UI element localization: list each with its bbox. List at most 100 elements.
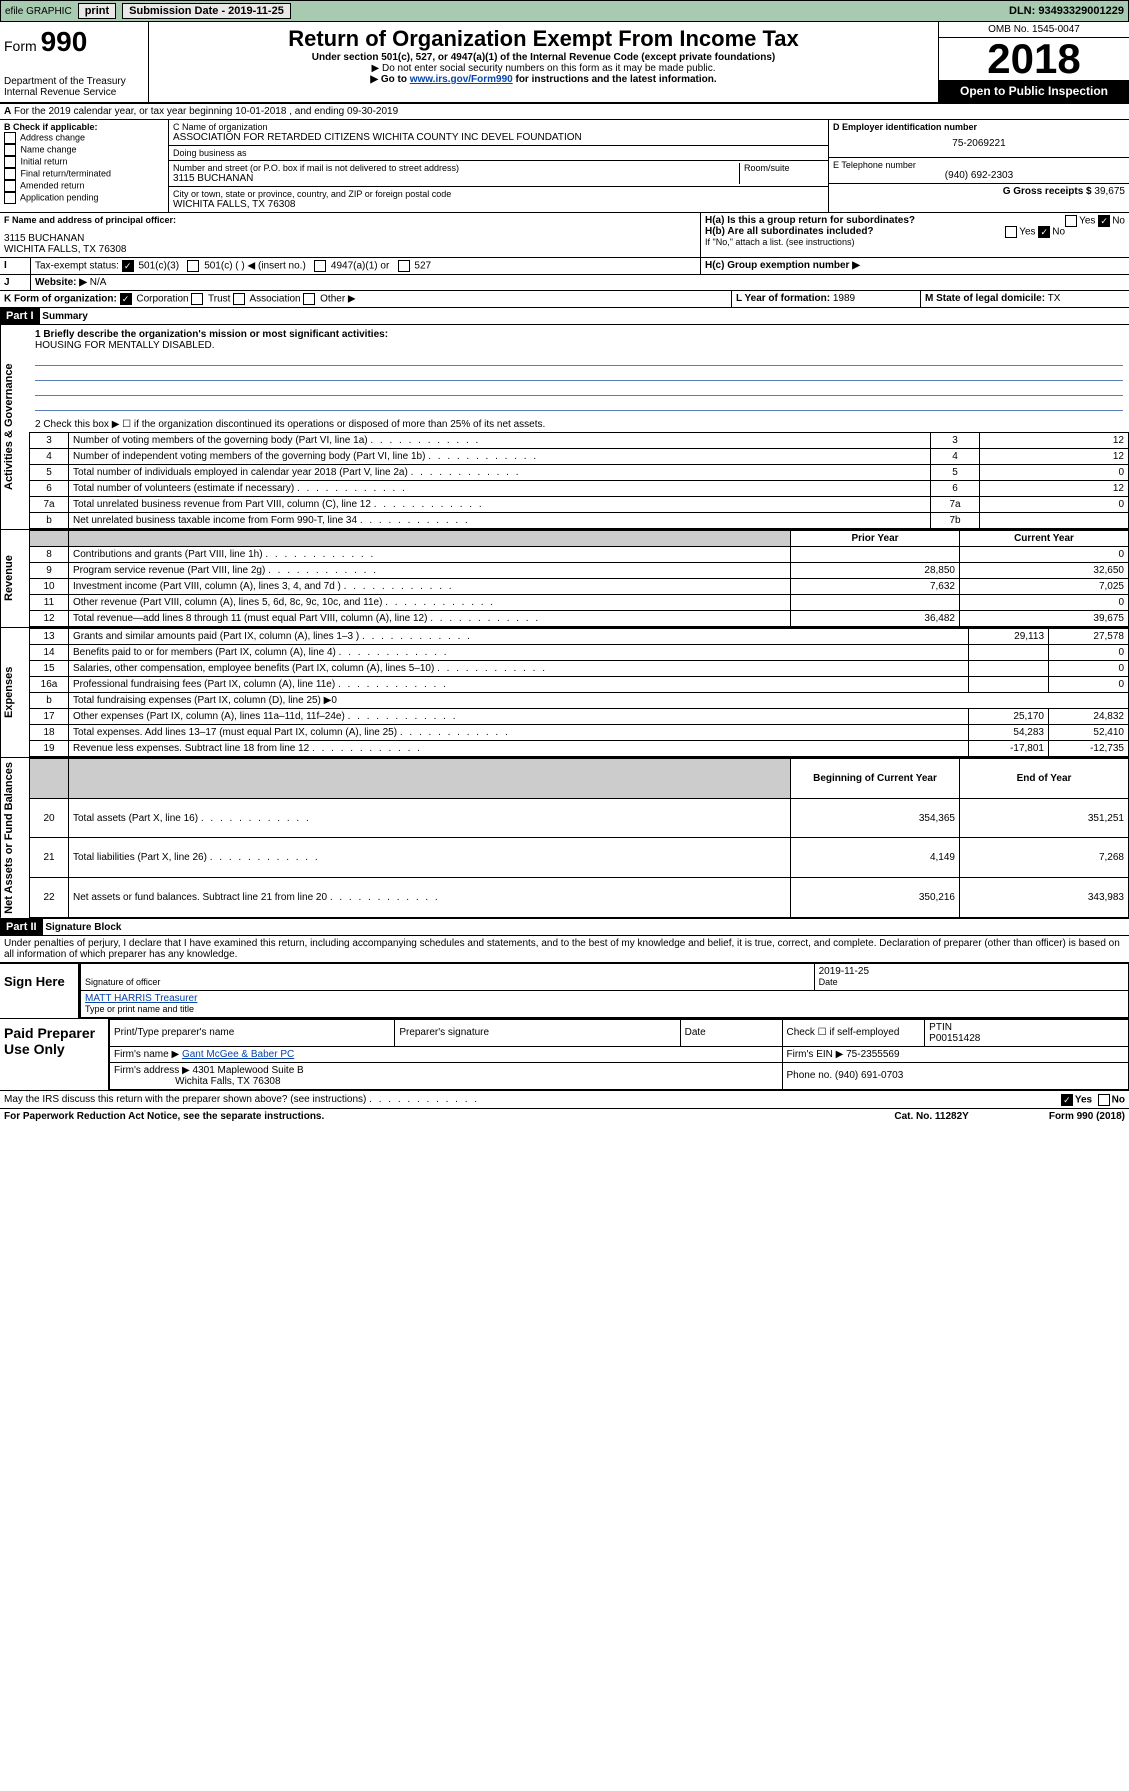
- discuss-q: May the IRS discuss this return with the…: [4, 1094, 366, 1105]
- f-line2: WICHITA FALLS, TX 76308: [4, 244, 696, 255]
- row-fh: F Name and address of principal officer:…: [0, 213, 1129, 258]
- i-501c-chk[interactable]: [187, 260, 199, 272]
- p-name-lbl: Print/Type preparer's name: [110, 1019, 395, 1046]
- faddr-lbl: Firm's address ▶: [114, 1065, 190, 1076]
- hb-no-chk[interactable]: ✓: [1038, 226, 1050, 238]
- phone-lbl: Phone no.: [787, 1070, 833, 1081]
- i-lbl: Tax-exempt status:: [35, 261, 119, 272]
- k-trust-chk[interactable]: [191, 293, 203, 305]
- sign-here-block: Sign Here Signature of officer 2019-11-2…: [0, 962, 1129, 1018]
- b-item[interactable]: Final return/terminated: [4, 168, 164, 180]
- subdate-button[interactable]: Submission Date - 2019-11-25: [122, 3, 291, 19]
- section-a-text: For the 2019 calendar year, or tax year …: [14, 106, 398, 117]
- topbar: efile GRAPHIC print Submission Date - 20…: [0, 0, 1129, 22]
- j-lbl: Website: ▶: [35, 277, 87, 288]
- hb-lbl: H(b) Are all subordinates included?: [705, 226, 874, 237]
- efile-label: efile GRAPHIC: [5, 6, 72, 17]
- row-j: J Website: ▶ N/A: [0, 275, 1129, 291]
- sig-date-lbl: Date: [819, 977, 838, 987]
- form-number: 990: [41, 26, 88, 57]
- d-lbl: D Employer identification number: [833, 122, 1125, 132]
- c-dba-lbl: Doing business as: [173, 148, 824, 158]
- i-527-chk[interactable]: [398, 260, 410, 272]
- foot-r: Form 990 (2018): [1049, 1111, 1125, 1122]
- sub3-post: for instructions and the latest informat…: [513, 74, 717, 85]
- d-val: 75-2069221: [833, 132, 1125, 155]
- section-a: A For the 2019 calendar year, or tax yea…: [0, 104, 1129, 120]
- sig-date: 2019-11-25: [819, 966, 869, 977]
- side-netassets: Net Assets or Fund Balances: [0, 758, 29, 918]
- hb-yes-chk[interactable]: [1005, 226, 1017, 238]
- row-i: I Tax-exempt status: ✓ 501(c)(3) 501(c) …: [0, 258, 1129, 275]
- hc-lbl: H(c) Group exemption number ▶: [705, 260, 860, 271]
- b-item[interactable]: Initial return: [4, 156, 164, 168]
- ptin-lbl: PTIN: [929, 1022, 952, 1033]
- b-item[interactable]: Name change: [4, 144, 164, 156]
- row-klm: K Form of organization: ✓ Corporation Tr…: [0, 291, 1129, 308]
- open-public-badge: Open to Public Inspection: [939, 80, 1129, 102]
- m-val: TX: [1048, 293, 1061, 304]
- i-4947-chk[interactable]: [314, 260, 326, 272]
- instructions-link[interactable]: www.irs.gov/Form990: [410, 74, 513, 85]
- sub3-pre: ▶ Go to: [370, 74, 409, 85]
- p-chk: Check ☐ if self-employed: [782, 1019, 925, 1046]
- sig-officer-lbl: Signature of officer: [85, 977, 160, 987]
- e-lbl: E Telephone number: [833, 160, 1125, 170]
- l-lbl: L Year of formation:: [736, 293, 830, 304]
- b-item[interactable]: Amended return: [4, 180, 164, 192]
- l-val: 1989: [833, 293, 855, 304]
- ein-lbl: Firm's EIN ▶: [787, 1049, 844, 1060]
- irs-label: Internal Revenue Service: [4, 87, 144, 98]
- discuss-yes-chk[interactable]: ✓: [1061, 1094, 1073, 1106]
- print-button[interactable]: print: [78, 3, 116, 19]
- c-name-lbl: C Name of organization: [173, 122, 824, 132]
- form-prefix: Form: [4, 38, 37, 54]
- discuss-no-chk[interactable]: [1098, 1094, 1110, 1106]
- b-item[interactable]: Application pending: [4, 192, 164, 204]
- side-governance: Activities & Governance: [0, 325, 29, 529]
- side-expenses: Expenses: [0, 628, 29, 757]
- c-name: ASSOCIATION FOR RETARDED CITIZENS WICHIT…: [173, 132, 824, 143]
- c-addr: 3115 BUCHANAN: [173, 173, 739, 184]
- ptin: P00151428: [929, 1033, 980, 1044]
- k-other-chk[interactable]: [303, 293, 315, 305]
- b-header: B Check if applicable:: [4, 122, 164, 132]
- sign-here-lbl: Sign Here: [0, 964, 80, 1018]
- c-room-lbl: Room/suite: [739, 163, 824, 184]
- b-item[interactable]: Address change: [4, 132, 164, 144]
- revenue-table: Prior YearCurrent Year8Contributions and…: [29, 530, 1129, 627]
- j-val: N/A: [90, 277, 107, 288]
- f-line1: 3115 BUCHANAN: [4, 233, 696, 244]
- faddr1: 4301 Maplewood Suite B: [193, 1065, 304, 1076]
- i-501c3-chk[interactable]: ✓: [122, 260, 134, 272]
- firm-lbl: Firm's name ▶: [114, 1049, 179, 1060]
- mission: HOUSING FOR MENTALLY DISABLED.: [35, 340, 214, 351]
- phone: (940) 691-0703: [835, 1070, 903, 1081]
- side-revenue: Revenue: [0, 530, 29, 627]
- name-lbl: Type or print name and title: [85, 1004, 194, 1014]
- ha-yes-chk[interactable]: [1065, 215, 1077, 227]
- firm-link[interactable]: Gant McGee & Baber PC: [182, 1049, 294, 1060]
- e-val: (940) 692-2303: [833, 170, 1125, 181]
- ein: 75-2355569: [846, 1049, 899, 1060]
- subtitle-1: Under section 501(c), 527, or 4947(a)(1)…: [153, 52, 934, 63]
- form-title: Return of Organization Exempt From Incom…: [153, 26, 934, 52]
- q2: 2 Check this box ▶ ☐ if the organization…: [29, 417, 1129, 432]
- tax-year: 2018: [939, 38, 1129, 80]
- block-bcdefg: B Check if applicable: Address change Na…: [0, 120, 1129, 213]
- k-assoc-chk[interactable]: [233, 293, 245, 305]
- part2-hdr: Part II: [0, 919, 43, 935]
- part1-header-row: Part I Summary: [0, 308, 1129, 325]
- ha-no-chk[interactable]: ✓: [1098, 215, 1110, 227]
- signer-name[interactable]: MATT HARRIS Treasurer: [85, 993, 197, 1004]
- paid-preparer-block: Paid Preparer Use Only Print/Type prepar…: [0, 1018, 1129, 1090]
- part1-title: Summary: [42, 311, 88, 322]
- dept-label: Department of the Treasury: [4, 76, 144, 87]
- dln-label: DLN: 93493329001229: [1009, 5, 1124, 17]
- h-note: If "No," attach a list. (see instruction…: [705, 237, 1125, 247]
- c-city: WICHITA FALLS, TX 76308: [173, 199, 824, 210]
- part2-title: Signature Block: [45, 922, 121, 933]
- k-corp-chk[interactable]: ✓: [120, 293, 132, 305]
- declaration: Under penalties of perjury, I declare th…: [0, 936, 1129, 962]
- foot-l: For Paperwork Reduction Act Notice, see …: [4, 1111, 324, 1122]
